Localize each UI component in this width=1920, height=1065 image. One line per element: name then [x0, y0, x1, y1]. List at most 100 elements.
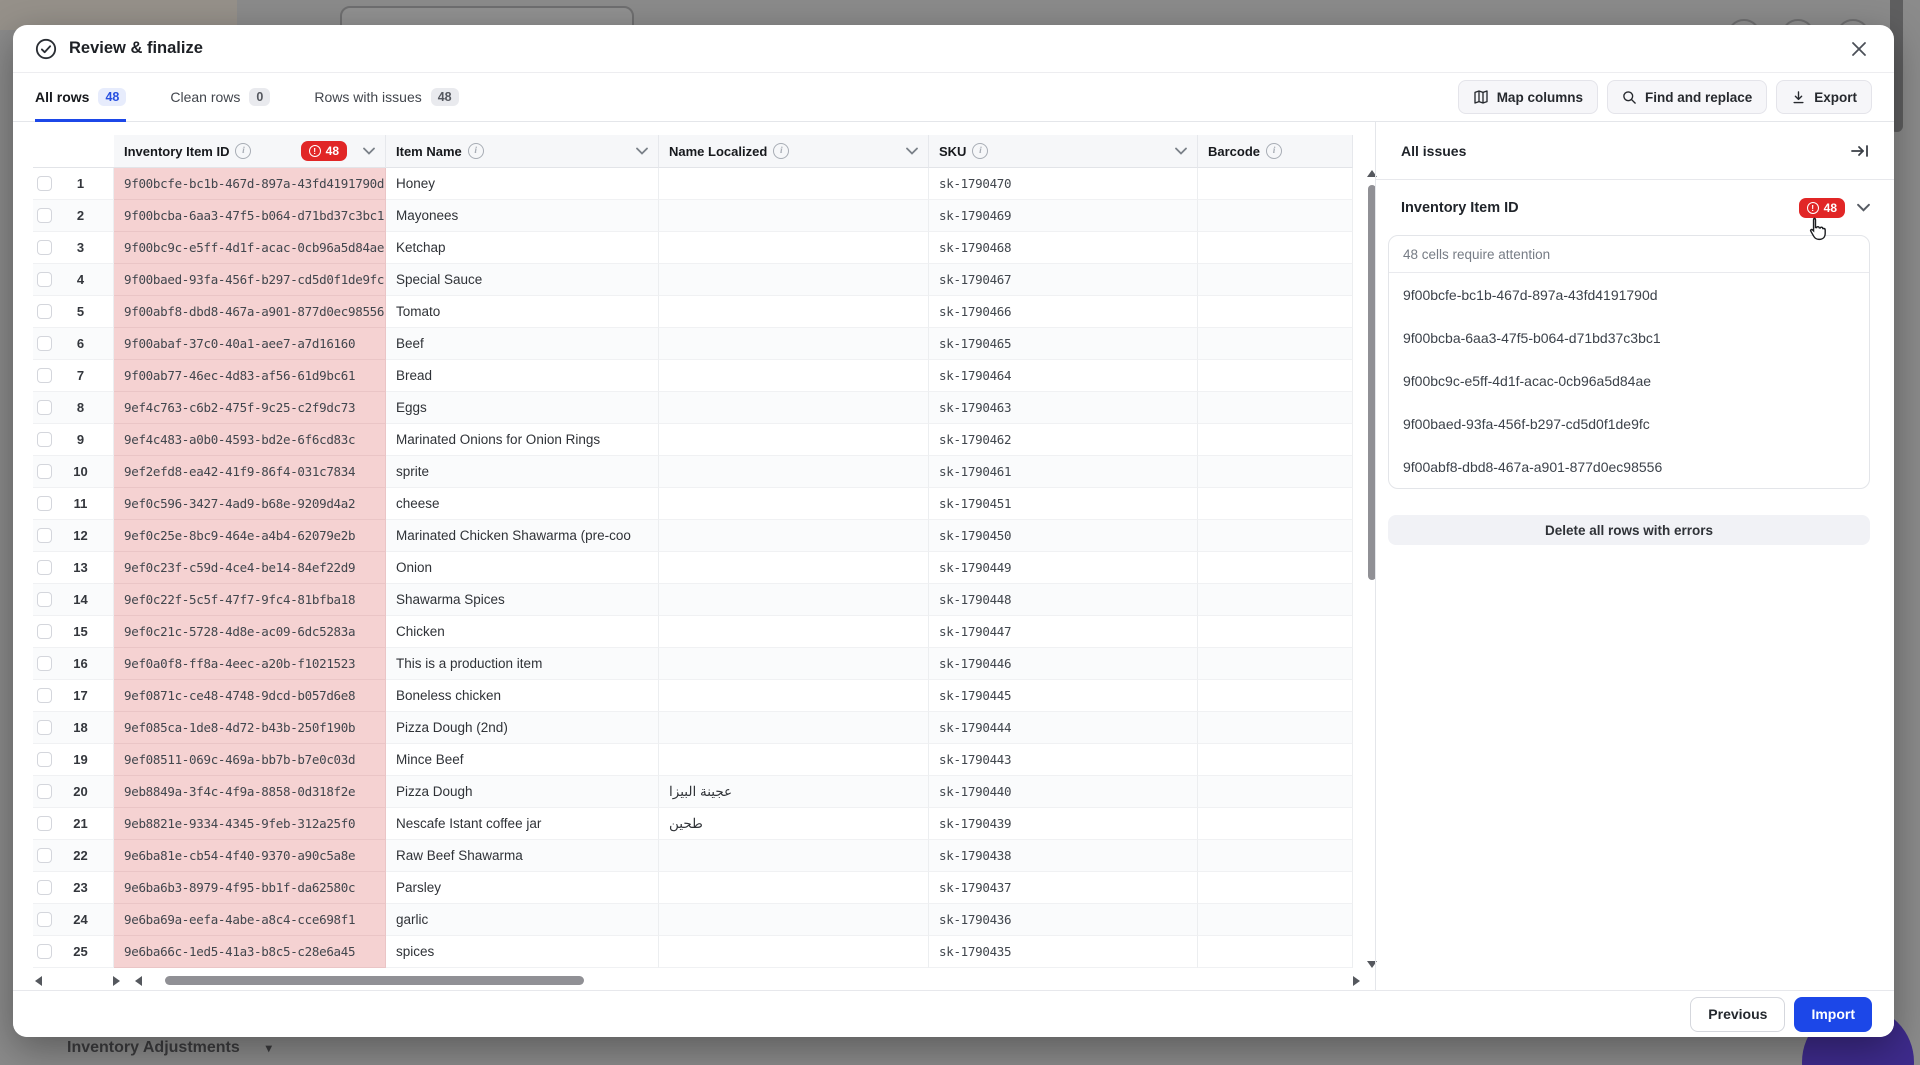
cell-name-localized[interactable]: [659, 904, 929, 936]
cell-item-name[interactable]: Marinated Chicken Shawarma (pre-coo: [386, 520, 659, 552]
cell-inventory-item-id[interactable]: 9ef0871c-ce48-4748-9dcd-b057d6e8: [114, 680, 386, 712]
cell-name-localized[interactable]: [659, 200, 929, 232]
cell-inventory-item-id[interactable]: 9eb8849a-3f4c-4f9a-8858-0d318f2e: [114, 776, 386, 808]
row-checkbox[interactable]: [37, 752, 52, 767]
chevron-down-icon[interactable]: [636, 147, 648, 155]
cell-inventory-item-id[interactable]: 9e6ba6b3-8979-4f95-bb1f-da62580c: [114, 872, 386, 904]
chevron-down-icon[interactable]: [1175, 147, 1187, 155]
cell-barcode[interactable]: [1198, 744, 1353, 776]
frozen-pane-hscrollbar[interactable]: [33, 974, 127, 988]
scroll-right-arrow[interactable]: [113, 976, 120, 986]
info-icon[interactable]: i: [972, 143, 989, 159]
row-checkbox[interactable]: [37, 496, 52, 511]
cell-sku[interactable]: sk-1790450: [929, 520, 1198, 552]
cell-item-name[interactable]: Boneless chicken: [386, 680, 659, 712]
cell-sku[interactable]: sk-1790466: [929, 296, 1198, 328]
issue-id-item[interactable]: 9f00bcfe-bc1b-467d-897a-43fd4191790d: [1403, 286, 1658, 303]
row-checkbox[interactable]: [37, 464, 52, 479]
export-button[interactable]: Export: [1776, 80, 1872, 114]
cell-name-localized[interactable]: [659, 456, 929, 488]
tab-all-rows[interactable]: All rows 48: [35, 73, 127, 122]
cell-item-name[interactable]: Onion: [386, 552, 659, 584]
issue-id-item[interactable]: 9f00baed-93fa-456f-b297-cd5d0f1de9fc: [1403, 415, 1650, 432]
cell-item-name[interactable]: Nescafe Istant coffee jar: [386, 808, 659, 840]
cell-barcode[interactable]: [1198, 872, 1353, 904]
cell-item-name[interactable]: Parsley: [386, 872, 659, 904]
error-count-badge[interactable]: ! 48: [1798, 197, 1845, 218]
cell-inventory-item-id[interactable]: 9ef2efd8-ea42-41f9-86f4-031c7834: [114, 456, 386, 488]
collapse-panel-icon[interactable]: [1850, 143, 1870, 159]
cell-item-name[interactable]: garlic: [386, 904, 659, 936]
cell-name-localized[interactable]: طحين: [659, 808, 929, 840]
row-checkbox[interactable]: [37, 240, 52, 255]
cell-inventory-item-id[interactable]: 9e6ba66c-1ed5-41a3-b8c5-c28e6a45: [114, 936, 386, 968]
row-checkbox[interactable]: [37, 336, 52, 351]
cell-barcode[interactable]: [1198, 552, 1353, 584]
cell-sku[interactable]: sk-1790446: [929, 648, 1198, 680]
cell-barcode[interactable]: [1198, 456, 1353, 488]
row-checkbox[interactable]: [37, 848, 52, 863]
cell-barcode[interactable]: [1198, 360, 1353, 392]
cell-sku[interactable]: sk-1790440: [929, 776, 1198, 808]
cell-inventory-item-id[interactable]: 9e6ba69a-eefa-4abe-a8c4-cce698f1: [114, 904, 386, 936]
cell-sku[interactable]: sk-1790444: [929, 712, 1198, 744]
cell-sku[interactable]: sk-1790461: [929, 456, 1198, 488]
cell-barcode[interactable]: [1198, 296, 1353, 328]
cell-barcode[interactable]: [1198, 392, 1353, 424]
info-icon[interactable]: i: [1266, 143, 1283, 159]
cell-inventory-item-id[interactable]: 9ef4c763-c6b2-475f-9c25-c2f9dc73: [114, 392, 386, 424]
cell-barcode[interactable]: [1198, 616, 1353, 648]
cell-item-name[interactable]: Tomato: [386, 296, 659, 328]
cell-barcode[interactable]: [1198, 264, 1353, 296]
cell-name-localized[interactable]: [659, 168, 929, 200]
cell-item-name[interactable]: Chicken: [386, 616, 659, 648]
cell-inventory-item-id[interactable]: 9ef0c23f-c59d-4ce4-be14-84ef22d9: [114, 552, 386, 584]
cell-barcode[interactable]: [1198, 776, 1353, 808]
cell-barcode[interactable]: [1198, 680, 1353, 712]
cell-sku[interactable]: sk-1790467: [929, 264, 1198, 296]
cell-name-localized[interactable]: [659, 488, 929, 520]
cell-sku[interactable]: sk-1790447: [929, 616, 1198, 648]
cell-inventory-item-id[interactable]: 9ef0c596-3427-4ad9-b68e-9209d4a2: [114, 488, 386, 520]
cell-sku[interactable]: sk-1790464: [929, 360, 1198, 392]
cell-barcode[interactable]: [1198, 584, 1353, 616]
cell-name-localized[interactable]: [659, 648, 929, 680]
row-checkbox[interactable]: [37, 624, 52, 639]
scroll-up-arrow[interactable]: [1367, 170, 1377, 177]
chevron-down-icon[interactable]: [363, 147, 375, 155]
cell-sku[interactable]: sk-1790449: [929, 552, 1198, 584]
tab-clean-rows[interactable]: Clean rows 0: [170, 73, 271, 121]
cell-inventory-item-id[interactable]: 9f00bcba-6aa3-47f5-b064-d71bd37c3bc1: [114, 200, 386, 232]
cell-inventory-item-id[interactable]: 9f00bc9c-e5ff-4d1f-acac-0cb96a5d84ae: [114, 232, 386, 264]
vertical-scrollbar[interactable]: [1366, 170, 1378, 968]
cell-sku[interactable]: sk-1790470: [929, 168, 1198, 200]
cell-item-name[interactable]: Pizza Dough (2nd): [386, 712, 659, 744]
delete-all-rows-with-errors-button[interactable]: Delete all rows with errors: [1388, 515, 1870, 545]
cell-name-localized[interactable]: [659, 232, 929, 264]
cell-item-name[interactable]: spices: [386, 936, 659, 968]
cell-item-name[interactable]: sprite: [386, 456, 659, 488]
cell-sku[interactable]: sk-1790451: [929, 488, 1198, 520]
cell-name-localized[interactable]: [659, 520, 929, 552]
horizontal-scrollbar[interactable]: [131, 974, 1365, 988]
cell-inventory-item-id[interactable]: 9e6ba81e-cb54-4f40-9370-a90c5a8e: [114, 840, 386, 872]
cell-item-name[interactable]: cheese: [386, 488, 659, 520]
cell-item-name[interactable]: Eggs: [386, 392, 659, 424]
cell-item-name[interactable]: Marinated Onions for Onion Rings: [386, 424, 659, 456]
cell-sku[interactable]: sk-1790465: [929, 328, 1198, 360]
chevron-down-icon[interactable]: [1857, 203, 1870, 212]
cell-inventory-item-id[interactable]: 9f00baed-93fa-456f-b297-cd5d0f1de9fc: [114, 264, 386, 296]
cell-inventory-item-id[interactable]: 9f00ab77-46ec-4d83-af56-61d9bc61: [114, 360, 386, 392]
row-checkbox[interactable]: [37, 176, 52, 191]
cell-name-localized[interactable]: [659, 360, 929, 392]
cell-inventory-item-id[interactable]: 9ef0c22f-5c5f-47f7-9fc4-81bfba18: [114, 584, 386, 616]
error-count-badge[interactable]: ! 48: [300, 141, 347, 161]
row-checkbox[interactable]: [37, 208, 52, 223]
scroll-left-arrow[interactable]: [35, 976, 42, 986]
cell-name-localized[interactable]: [659, 936, 929, 968]
scroll-right-arrow[interactable]: [1353, 976, 1360, 986]
cell-barcode[interactable]: [1198, 168, 1353, 200]
issue-section-header[interactable]: Inventory Item ID ! 48: [1388, 180, 1870, 241]
close-icon[interactable]: [1846, 36, 1872, 62]
cell-inventory-item-id[interactable]: 9eb8821e-9334-4345-9feb-312a25f0: [114, 808, 386, 840]
